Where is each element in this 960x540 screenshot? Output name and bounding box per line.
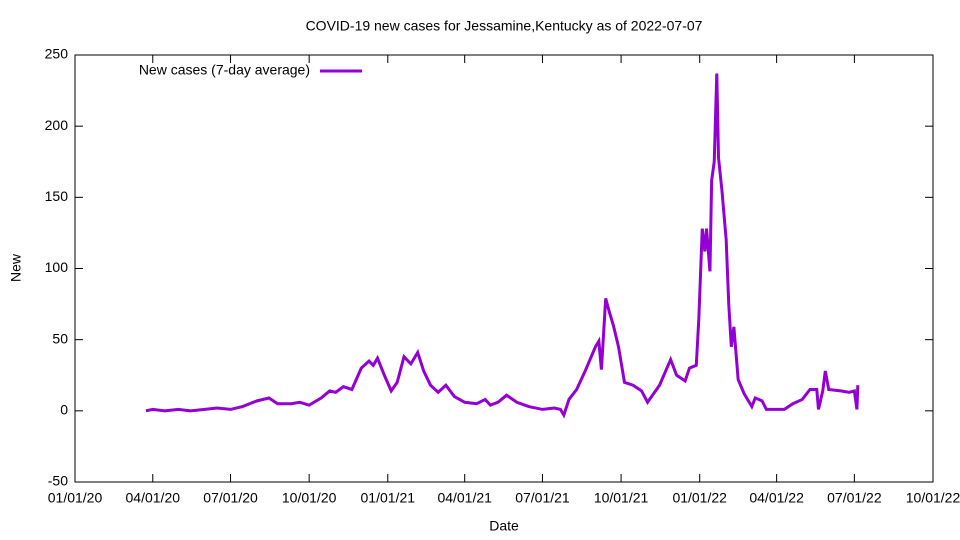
chart-title: COVID-19 new cases for Jessamine,Kentuck… (306, 18, 703, 34)
y-tick-label: -50 (48, 473, 68, 489)
x-tick-label: 07/01/20 (203, 490, 258, 506)
y-tick-label: 200 (45, 117, 69, 133)
data-line (145, 73, 860, 419)
y-tick-label: 150 (45, 188, 69, 204)
x-axis-label: Date (489, 518, 519, 534)
legend-label: New cases (7-day average) (139, 62, 310, 78)
x-tick-label: 10/01/20 (282, 490, 337, 506)
x-tick-label: 07/01/22 (827, 490, 882, 506)
y-tick-label: 50 (52, 330, 68, 346)
x-tick-label: 01/01/20 (48, 490, 103, 506)
x-tick-label: 04/01/22 (749, 490, 804, 506)
x-tick-label: 01/01/21 (361, 490, 416, 506)
y-axis-label: New (8, 253, 24, 282)
x-tick-label: 04/01/21 (437, 490, 492, 506)
x-tick-label: 01/01/22 (672, 490, 727, 506)
x-tick-label: 10/01/22 (906, 490, 960, 506)
x-tick-label: 10/01/21 (594, 490, 649, 506)
y-tick-label: 100 (45, 259, 69, 275)
y-tick-label: 0 (60, 402, 68, 418)
x-tick-label: 07/01/21 (515, 490, 570, 506)
x-tick-label: 04/01/20 (126, 490, 181, 506)
y-tick-label: 250 (45, 46, 69, 62)
plot-frame (74, 54, 934, 483)
